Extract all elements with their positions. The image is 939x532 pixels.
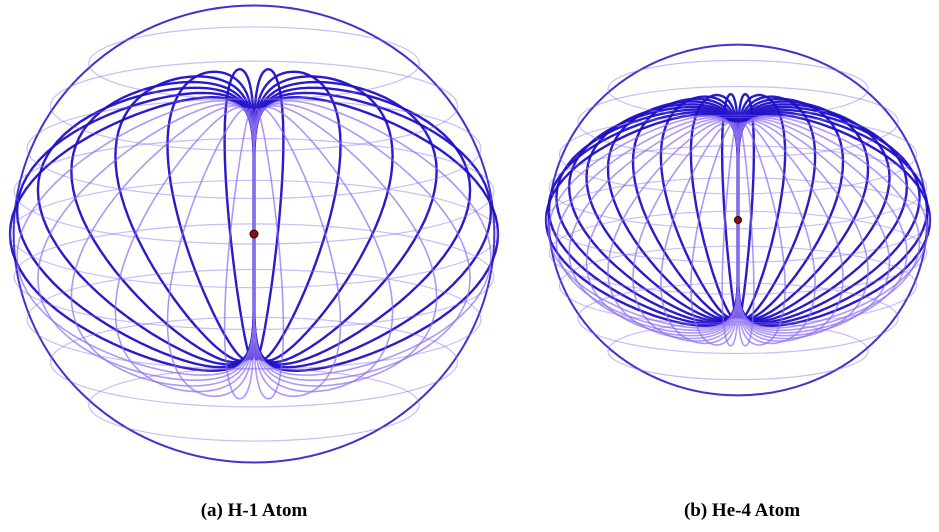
latitude-ring [545,177,931,263]
latitude-ring [88,26,420,101]
latitude-ring [548,210,928,295]
field-loop [737,121,816,345]
field-loop [252,91,493,369]
field-loop [252,80,438,364]
field-loop [736,112,932,328]
field-loop [737,119,891,337]
field-loop [253,104,438,387]
field-loop [37,102,255,381]
field-loop [16,99,255,376]
field-loop [568,118,739,334]
latitude-ring [88,367,420,442]
field-loop [166,70,256,361]
field-loop [253,106,394,393]
field-loop [555,116,739,332]
field-loop [737,115,929,329]
latitude-ring [558,245,918,326]
field-loop [114,106,255,393]
field-loop [555,108,740,324]
field-loop [253,99,492,376]
field-loop [252,75,394,362]
field-loop [606,100,740,321]
field-loop [737,120,844,342]
field-loop [737,120,869,340]
field-loop [690,121,739,346]
field-loop [252,70,342,361]
field-loop [736,97,845,320]
panel-a-h1-atom-diagram [8,4,500,464]
latitude-ring [49,316,459,408]
sphere-outline [12,4,496,464]
field-loop [114,75,256,362]
latitude-ring [577,85,899,158]
field-loop [223,107,255,400]
caption-h1-atom: (a) H-1 Atom [200,500,308,521]
field-loop [736,93,787,319]
field-loop [659,95,740,319]
field-loop [736,100,870,321]
latitude-ring [13,223,495,331]
field-loop [737,116,921,332]
field-loop [70,104,255,387]
field-loop [252,86,472,366]
field-loop [585,103,740,322]
latitude-ring [577,282,899,355]
latitude-ring [548,145,928,230]
field-loop [544,112,740,328]
latitude-ring [9,179,499,289]
field-loop [607,120,739,340]
latitude-ring [26,268,482,370]
field-loop [737,121,786,346]
latitude-ring [607,59,869,119]
field-loop [737,118,908,334]
latitude-ring [607,321,869,381]
field-loop [547,115,739,329]
latitude-ring [558,114,918,195]
field-loop [8,95,256,373]
caption-he4-atom: (b) He-4 Atom [683,500,801,521]
field-loop [252,95,500,373]
field-loop [70,80,256,364]
field-loop [736,110,929,326]
latitude-ring [26,98,482,200]
latitude-ring [13,137,495,245]
field-loop [632,120,739,342]
field-loop [166,107,255,397]
nucleus [734,216,742,224]
field-loop [736,103,891,322]
field-loop [585,119,739,337]
field-loop [253,107,342,397]
field-loop [253,102,471,381]
field-loop [736,108,921,324]
field-loop [631,97,740,320]
field-loop [721,121,739,347]
field-loop [15,91,256,369]
nucleus [249,229,259,239]
latitude-ring [49,60,459,152]
panel-b-he4-atom-diagram [544,43,932,397]
field-loop [36,86,256,366]
